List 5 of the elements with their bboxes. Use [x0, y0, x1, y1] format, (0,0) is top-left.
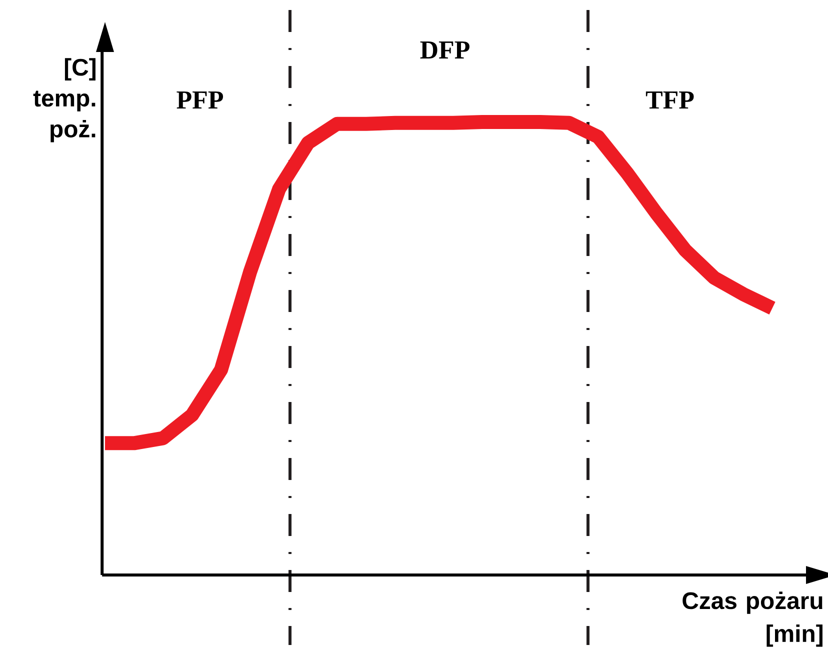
text: PFP — [176, 92, 224, 108]
text: DFP — [420, 41, 470, 58]
x-axis-title: Czas pożaru [min] — [682, 592, 822, 647]
y-axis-title: [C] temp. poż. — [33, 58, 96, 142]
text: TFP — [646, 92, 694, 108]
